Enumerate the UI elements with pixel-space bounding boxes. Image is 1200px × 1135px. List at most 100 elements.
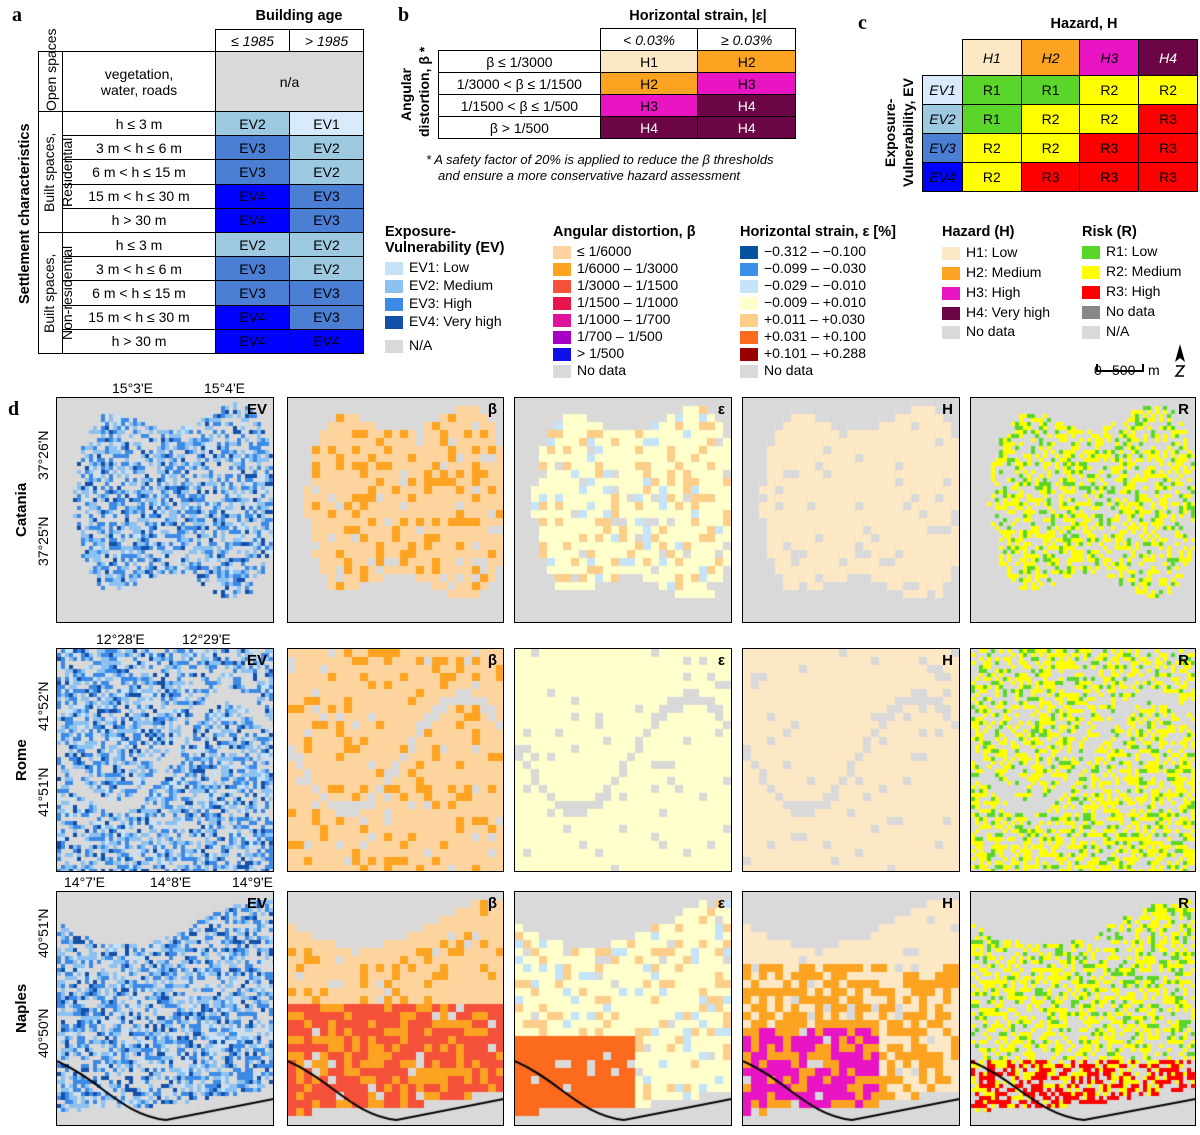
residential-group-2: Residential [58,137,75,207]
note-1: * A safety factor of 20% is applied to r… [426,152,774,167]
table-c: Hazard, H Exposure- Vulnerability, EV H1… [880,8,1198,198]
risk-cell-3-1: R3 [1020,162,1081,192]
legend-item: 1/700 – 1/500 [577,328,663,344]
nonresidential-ev-a-0: EV2 [215,231,290,258]
legend-item: 1/1000 – 1/700 [577,311,671,327]
panel-label-b: b [398,4,410,26]
panel-tag: EV [246,652,267,669]
map-canvas [743,649,959,871]
lat-label: 41°51'N [35,767,51,817]
angdist-row-0: β ≤ 1/3000 [438,50,601,73]
nonresidential-group-1: Built spaces, [40,253,57,333]
legend-risk: Risk (R) R1: Low R2: Medium R3: High No da… [1082,224,1182,339]
open-spaces-label: Open spaces [42,28,59,111]
map-1-4: R [970,648,1196,872]
risk-cell-1-2: R2 [1079,104,1140,134]
legend-eps: Horizontal strain, ε [%] −0.312 – −0.100… [740,224,896,378]
nonresidential-ev-a-2: EV3 [215,280,290,306]
risk-cell-3-0: R2 [961,162,1022,192]
hazard-col-1: H2 [1020,39,1081,76]
legend-item: > 1/500 [577,345,625,361]
panel-tag: EV [246,401,267,418]
strain-title: Horizontal strain, |ε| [629,8,767,24]
angdist-title-2: distortion, β * [416,46,432,138]
map-2-0: EV [56,891,274,1126]
residential-ev-b-0: EV1 [289,110,364,137]
nonresidential-height-3: 15 m < h ≤ 30 m [62,304,216,330]
panel-tag: R [1178,401,1189,418]
nonresidential-ev-b-1: EV2 [289,256,364,282]
lon-label: 14°9'E [232,874,273,890]
legend-item: EV1: Low [409,259,469,275]
residential-ev-b-2: EV2 [289,159,364,185]
legend-item: EV4: Very high [409,313,502,329]
city-0: Catania [13,482,30,538]
residential-ev-b-1: EV2 [289,135,364,161]
panel-label-a: a [12,4,22,26]
panel-tag: H [942,652,953,669]
residential-group-1: Built spaces, [40,132,57,212]
open-desc-1: vegetation, [104,65,174,82]
panel-tag: ε [717,401,725,418]
legend-swatch [942,246,960,260]
angdist-title-1: Angular [398,68,414,122]
legend-item: −0.029 – −0.010 [764,277,866,293]
nonresidential-ev-b-2: EV3 [289,280,364,306]
nonresidential-height-2: 6 m < h ≤ 15 m [62,280,216,306]
hazard-cell-0-b: H2 [697,50,796,73]
legend-item: H1: Low [966,244,1018,260]
lat-label: 41°52'N [35,681,51,731]
legend-swatch [740,347,758,361]
legend-beta: Angular distortion, β ≤ 1/6000 1/6000 – 1… [553,224,696,378]
lat-label: 37°26'N [35,430,51,480]
map-1-0: EV [56,648,274,872]
panel-tag: H [942,895,953,912]
angdist-row-1: 1/3000 < β ≤ 1/1500 [438,72,601,95]
residential-ev-a-3: EV4 [215,183,290,209]
legend-swatch [740,313,758,327]
residential-ev-a-4: EV4 [215,207,290,234]
legend-swatch [553,245,571,259]
legend-swatch [1082,245,1100,259]
ev-row-2: EV3 [922,133,963,163]
nonresidential-ev-a-1: EV3 [215,256,290,282]
legend-swatch [1082,285,1100,299]
legend-item: +0.101 – +0.288 [764,345,866,361]
residential-height-0: h ≤ 3 m [62,110,216,137]
risk-cell-2-2: R3 [1079,133,1140,163]
hazard-cell-3-b: H4 [697,116,796,139]
risk-cell-2-0: R2 [961,133,1022,163]
nonresidential-ev-a-4: EV4 [215,328,290,355]
legend-swatch [740,262,758,276]
map-canvas [288,649,503,871]
legend-item: H2: Medium [966,264,1042,280]
legend-swatch [553,296,571,310]
map-canvas [743,398,959,622]
hazard-col-3: H4 [1138,39,1198,76]
angdist-row-3: β > 1/500 [438,116,601,139]
residential-height-1: 3 m < h ≤ 6 m [62,135,216,161]
legend-item: +0.011 – +0.030 [764,311,865,327]
scale-value: 500 [1112,362,1136,378]
legend-swatch [385,315,403,329]
map-0-2: ε [514,397,732,623]
legend-item: −0.099 – −0.030 [764,260,866,276]
legend-swatch [942,286,960,300]
risk-cell-2-3: R3 [1138,133,1198,163]
legend-item: R1: Low [1106,243,1158,259]
panel-label-d: d [8,398,20,420]
map-2-1: β [287,891,504,1126]
lon-label: 15°4'E [204,380,245,396]
nonresidential-height-1: 3 m < h ≤ 6 m [62,256,216,282]
residential-height-2: 6 m < h ≤ 15 m [62,159,216,185]
map-canvas [57,398,273,622]
map-1-1: β [287,648,504,872]
panel-tag: H [942,401,953,418]
legend-swatch [553,262,571,276]
legend-swatch [553,279,571,293]
legend-item: −0.009 – +0.010 [764,294,866,310]
legend-swatch [385,261,403,275]
lon-label: 12°28'E [96,631,145,647]
legend-item: 1/1500 – 1/1000 [577,294,679,310]
legend-swatch [553,313,571,327]
